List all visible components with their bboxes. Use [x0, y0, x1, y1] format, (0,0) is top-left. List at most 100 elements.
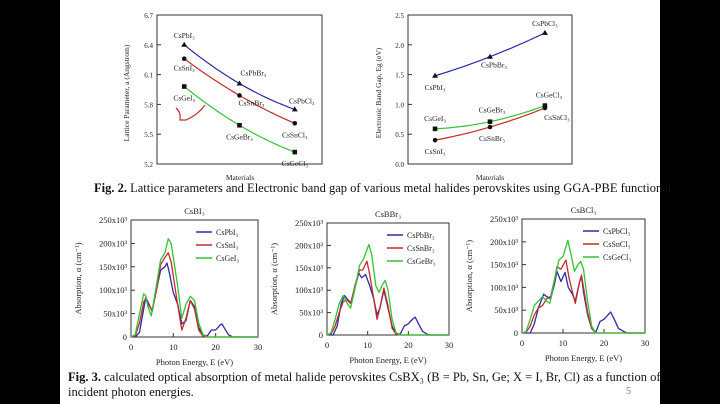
y-tick-label: 0 [319, 330, 323, 340]
fig3-caption: Fig. 3. calculated optical absorption of… [68, 370, 661, 385]
point-label: CsGeBr₃ [479, 106, 506, 115]
point-label: CsSnI₃ [174, 64, 195, 73]
point-label: CsPbBr₃ [241, 69, 267, 78]
x-axis-label: Photon Energy, E (eV) [156, 357, 233, 367]
point-label: CsGeCl₃ [282, 159, 309, 168]
data-point-triangle [541, 29, 548, 35]
point-label: CsGeI₃ [424, 114, 446, 123]
legend-label: CsGeBr₃ [407, 257, 436, 266]
y-tick-label: 200x10³ [99, 238, 128, 248]
data-point-triangle [181, 41, 188, 47]
series-line-Sn [130, 252, 258, 338]
legend-label: CsGeCl₃ [603, 253, 631, 262]
data-point-triangle [291, 106, 298, 112]
y-tick-label: 5.2 [144, 161, 153, 169]
legend-label: CsPbBr₃ [407, 231, 435, 240]
y-tick-label: 6.1 [144, 72, 153, 80]
x-tick-label: 30 [641, 338, 650, 348]
fig3-caption-label: Fig. 3. [68, 370, 101, 384]
x-tick-label: 0 [520, 338, 524, 348]
point-label: CsPbCl₃ [532, 19, 558, 28]
y-tick-label: 5.8 [144, 101, 153, 109]
y-tick-label: 2.0 [395, 42, 404, 50]
point-label: CsGeCl₃ [536, 91, 563, 100]
x-tick-label: 10 [363, 340, 372, 350]
series-line-Ge [130, 238, 258, 338]
y-tick-label: 6.7 [144, 12, 153, 20]
x-tick-label: 0 [325, 340, 329, 350]
y-tick-label: 200x10³ [295, 240, 324, 250]
data-point-circle [487, 124, 493, 130]
legend-label: CsSnBr₃ [407, 244, 435, 253]
data-point-circle [292, 120, 298, 126]
data-point-square [237, 122, 242, 128]
chart-1: 5.2 5.5 5.8 6.1 6.4 6.7 Materials Lattice Param… [122, 12, 323, 182]
data-point-square [487, 119, 493, 124]
plot-frame [156, 14, 323, 165]
y-tick-label: 0.5 [395, 131, 404, 139]
y-tick-label: 1.0 [395, 101, 404, 109]
y-tick-label: 6.4 [144, 42, 153, 50]
x-tick-label: 10 [559, 338, 568, 348]
y-tick-label: 5.5 [144, 131, 153, 139]
legend-label: CsPbI₃ [216, 228, 239, 237]
data-point-triangle [487, 53, 493, 59]
fig3-caption-line1: calculated optical absorption of metal h… [100, 370, 661, 384]
data-point-square [432, 126, 438, 132]
chart-5: 0 50x10³ 100x10³ 150x10³ 200x10³ 250x10³ 0 10 20… [464, 205, 649, 363]
fig3-caption-line2: incident photon energies. [68, 385, 194, 399]
y-tick-label: 250x10³ [490, 214, 519, 224]
y-tick-label: 250x10³ [99, 215, 128, 225]
series-line-Ge [326, 243, 449, 336]
data-point-square [292, 149, 298, 155]
fig2-caption-text: Lattice parameters and Electronic band g… [126, 181, 675, 195]
x-tick-label: 10 [169, 342, 178, 352]
y-tick-label: 100x10³ [99, 285, 128, 295]
data-point-square [181, 84, 187, 89]
y-tick-label: 250x10³ [295, 218, 324, 228]
y-tick-label: 50x10³ [103, 309, 127, 319]
y-axis-label: Absorption, α (cm⁻¹) [464, 240, 474, 312]
x-tick-label: 20 [211, 342, 220, 352]
legend-label: CsSnI₃ [216, 241, 239, 250]
series-line-Pb [522, 270, 645, 334]
series-line-Sn [521, 259, 645, 334]
x-tick-label: 30 [445, 340, 454, 350]
data-point-circle [432, 137, 438, 143]
point-label: CsSnBr₃ [239, 98, 265, 107]
point-label: CsGeI₃ [173, 94, 195, 103]
series-line-Sn [326, 260, 449, 336]
point-label: CsSnI₃ [425, 147, 446, 156]
x-tick-label: 20 [600, 338, 609, 348]
y-tick-label: 150x10³ [99, 262, 128, 272]
series-line-Ge [521, 239, 645, 334]
data-point-triangle [432, 72, 439, 78]
fig2-caption-label: Fig. 2. [94, 181, 127, 195]
plot-frame [407, 14, 573, 165]
chart-2: 0.0 0.5 1.0 1.5 2.0 2.5 Materials Electronic Ba… [374, 12, 573, 182]
y-tick-label: 50x10³ [299, 308, 323, 318]
y-tick-label: 150x10³ [295, 263, 324, 273]
y-axis-label: Electronic Band Gap, Eg (eV) [374, 47, 383, 138]
point-label: CsGeBr₃ [226, 132, 253, 141]
data-point-square [542, 103, 548, 108]
chart-title: CsBBr₃ [375, 209, 401, 219]
x-axis-label: Materials [226, 173, 254, 182]
y-tick-label: 0 [514, 328, 518, 338]
y-tick-label: 150x10³ [490, 260, 519, 270]
chart-title: CsBI₃ [184, 206, 204, 216]
red-annotation-scribble [175, 104, 206, 121]
point-label: CsSnBr₃ [479, 134, 505, 143]
legend-label: CsSnCl₃ [603, 240, 630, 249]
x-axis-label: Materials [476, 173, 504, 182]
x-axis-label: Photon Energy, E (eV) [545, 353, 622, 363]
chart-title: CsBCl₃ [571, 205, 597, 215]
point-label: CsPbCl₃ [289, 96, 315, 105]
x-axis-label: Photon Energy, E (eV) [349, 355, 426, 365]
point-label: CsPbI₃ [425, 83, 446, 92]
y-tick-label: 200x10³ [490, 237, 519, 247]
y-tick-label: 50x10³ [494, 305, 518, 315]
y-tick-label: 0 [123, 332, 127, 342]
data-point-circle [237, 93, 242, 98]
page-number: 5 [626, 386, 631, 397]
